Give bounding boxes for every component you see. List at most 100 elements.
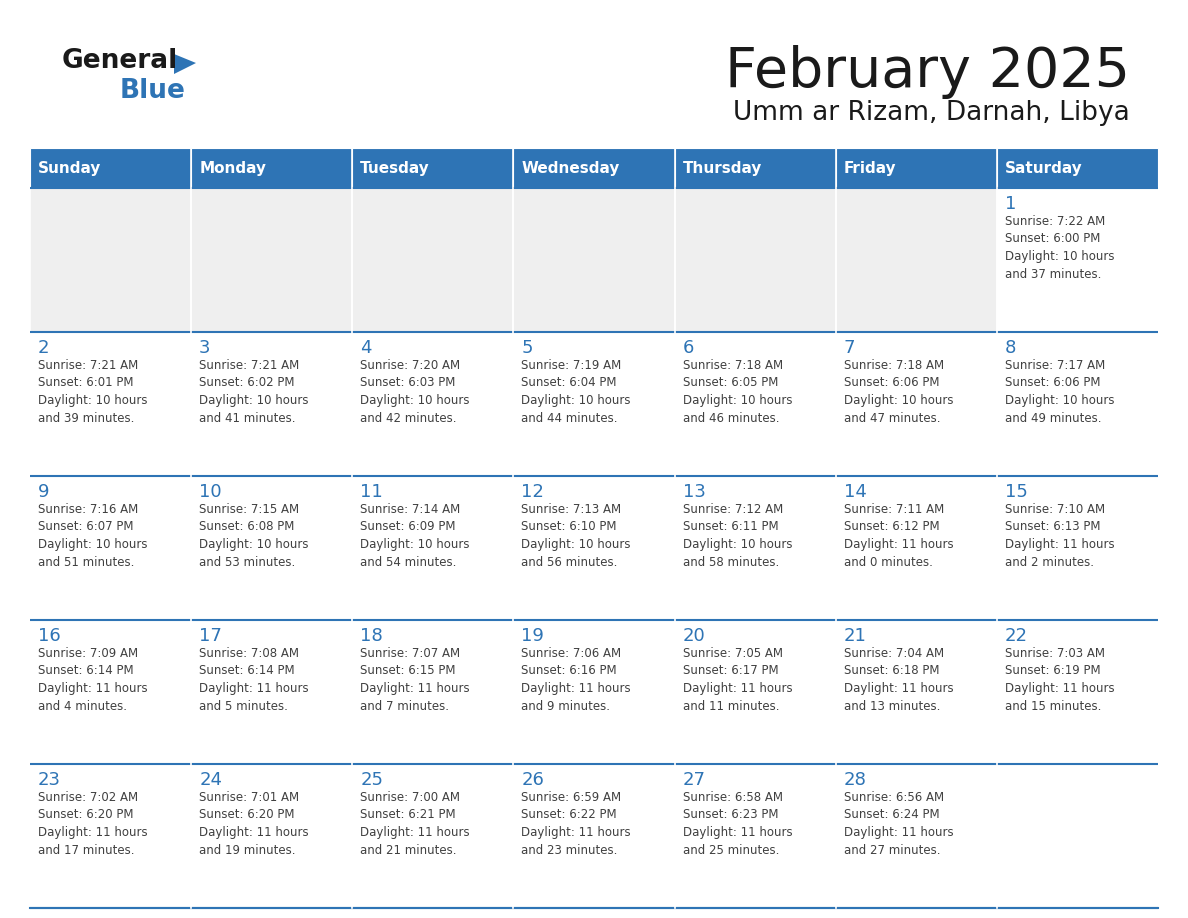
Text: 6: 6 <box>683 339 694 357</box>
Bar <box>513 188 675 332</box>
Bar <box>513 148 675 188</box>
Bar <box>353 764 513 908</box>
Bar <box>353 620 513 764</box>
Bar <box>513 764 675 908</box>
Bar <box>353 188 513 332</box>
Text: 10: 10 <box>200 483 222 501</box>
Text: Sunrise: 7:13 AM
Sunset: 6:10 PM
Daylight: 10 hours
and 56 minutes.: Sunrise: 7:13 AM Sunset: 6:10 PM Dayligh… <box>522 503 631 568</box>
Bar <box>191 764 353 908</box>
Bar <box>191 148 353 188</box>
Bar <box>353 476 513 620</box>
Text: Sunrise: 7:07 AM
Sunset: 6:15 PM
Daylight: 11 hours
and 7 minutes.: Sunrise: 7:07 AM Sunset: 6:15 PM Dayligh… <box>360 647 470 712</box>
Text: 7: 7 <box>843 339 855 357</box>
Text: Sunrise: 7:20 AM
Sunset: 6:03 PM
Daylight: 10 hours
and 42 minutes.: Sunrise: 7:20 AM Sunset: 6:03 PM Dayligh… <box>360 359 469 424</box>
Text: Sunrise: 7:15 AM
Sunset: 6:08 PM
Daylight: 10 hours
and 53 minutes.: Sunrise: 7:15 AM Sunset: 6:08 PM Dayligh… <box>200 503 309 568</box>
Text: Sunrise: 7:08 AM
Sunset: 6:14 PM
Daylight: 11 hours
and 5 minutes.: Sunrise: 7:08 AM Sunset: 6:14 PM Dayligh… <box>200 647 309 712</box>
Text: General: General <box>62 48 178 74</box>
Bar <box>191 620 353 764</box>
Bar <box>835 476 997 620</box>
Text: Sunrise: 7:02 AM
Sunset: 6:20 PM
Daylight: 11 hours
and 17 minutes.: Sunrise: 7:02 AM Sunset: 6:20 PM Dayligh… <box>38 791 147 856</box>
Text: Sunrise: 7:16 AM
Sunset: 6:07 PM
Daylight: 10 hours
and 51 minutes.: Sunrise: 7:16 AM Sunset: 6:07 PM Dayligh… <box>38 503 147 568</box>
Text: Sunrise: 7:03 AM
Sunset: 6:19 PM
Daylight: 11 hours
and 15 minutes.: Sunrise: 7:03 AM Sunset: 6:19 PM Dayligh… <box>1005 647 1114 712</box>
Bar <box>30 620 191 764</box>
Text: Sunrise: 7:10 AM
Sunset: 6:13 PM
Daylight: 11 hours
and 2 minutes.: Sunrise: 7:10 AM Sunset: 6:13 PM Dayligh… <box>1005 503 1114 568</box>
Text: Sunrise: 7:11 AM
Sunset: 6:12 PM
Daylight: 11 hours
and 0 minutes.: Sunrise: 7:11 AM Sunset: 6:12 PM Dayligh… <box>843 503 953 568</box>
Bar <box>675 620 835 764</box>
Text: 27: 27 <box>683 771 706 789</box>
Bar <box>675 332 835 476</box>
Bar <box>30 764 191 908</box>
Text: Sunrise: 6:59 AM
Sunset: 6:22 PM
Daylight: 11 hours
and 23 minutes.: Sunrise: 6:59 AM Sunset: 6:22 PM Dayligh… <box>522 791 631 856</box>
Bar <box>997 620 1158 764</box>
Text: Friday: Friday <box>843 161 896 175</box>
Text: 16: 16 <box>38 627 61 645</box>
Bar <box>30 332 191 476</box>
Text: 1: 1 <box>1005 195 1016 213</box>
Text: 11: 11 <box>360 483 383 501</box>
Text: 20: 20 <box>683 627 706 645</box>
Text: 17: 17 <box>200 627 222 645</box>
Text: February 2025: February 2025 <box>725 45 1130 99</box>
Bar <box>835 620 997 764</box>
Text: 28: 28 <box>843 771 866 789</box>
Text: Sunrise: 7:22 AM
Sunset: 6:00 PM
Daylight: 10 hours
and 37 minutes.: Sunrise: 7:22 AM Sunset: 6:00 PM Dayligh… <box>1005 215 1114 281</box>
Bar <box>30 476 191 620</box>
Text: 21: 21 <box>843 627 866 645</box>
Text: Sunrise: 7:18 AM
Sunset: 6:06 PM
Daylight: 10 hours
and 47 minutes.: Sunrise: 7:18 AM Sunset: 6:06 PM Dayligh… <box>843 359 953 424</box>
Text: Sunrise: 7:00 AM
Sunset: 6:21 PM
Daylight: 11 hours
and 21 minutes.: Sunrise: 7:00 AM Sunset: 6:21 PM Dayligh… <box>360 791 470 856</box>
Bar <box>353 148 513 188</box>
Text: 25: 25 <box>360 771 384 789</box>
Bar <box>835 188 997 332</box>
Text: 2: 2 <box>38 339 50 357</box>
Text: Sunrise: 6:56 AM
Sunset: 6:24 PM
Daylight: 11 hours
and 27 minutes.: Sunrise: 6:56 AM Sunset: 6:24 PM Dayligh… <box>843 791 953 856</box>
Text: Tuesday: Tuesday <box>360 161 430 175</box>
Text: 8: 8 <box>1005 339 1016 357</box>
Text: Sunrise: 7:21 AM
Sunset: 6:02 PM
Daylight: 10 hours
and 41 minutes.: Sunrise: 7:21 AM Sunset: 6:02 PM Dayligh… <box>200 359 309 424</box>
Text: Blue: Blue <box>120 78 185 104</box>
Text: Thursday: Thursday <box>683 161 762 175</box>
Text: Monday: Monday <box>200 161 266 175</box>
Text: 4: 4 <box>360 339 372 357</box>
Text: 22: 22 <box>1005 627 1028 645</box>
Text: Sunrise: 7:19 AM
Sunset: 6:04 PM
Daylight: 10 hours
and 44 minutes.: Sunrise: 7:19 AM Sunset: 6:04 PM Dayligh… <box>522 359 631 424</box>
Bar <box>835 148 997 188</box>
Bar <box>997 764 1158 908</box>
Text: Sunrise: 7:01 AM
Sunset: 6:20 PM
Daylight: 11 hours
and 19 minutes.: Sunrise: 7:01 AM Sunset: 6:20 PM Dayligh… <box>200 791 309 856</box>
Bar <box>191 476 353 620</box>
Bar <box>30 148 191 188</box>
Text: 19: 19 <box>522 627 544 645</box>
Text: 15: 15 <box>1005 483 1028 501</box>
Bar <box>353 332 513 476</box>
Text: Wednesday: Wednesday <box>522 161 620 175</box>
Text: Sunrise: 7:12 AM
Sunset: 6:11 PM
Daylight: 10 hours
and 58 minutes.: Sunrise: 7:12 AM Sunset: 6:11 PM Dayligh… <box>683 503 792 568</box>
Text: 9: 9 <box>38 483 50 501</box>
Text: 12: 12 <box>522 483 544 501</box>
Bar <box>997 188 1158 332</box>
Bar <box>513 476 675 620</box>
Text: 24: 24 <box>200 771 222 789</box>
Polygon shape <box>173 54 196 74</box>
Text: Sunday: Sunday <box>38 161 101 175</box>
Text: 5: 5 <box>522 339 533 357</box>
Bar <box>675 148 835 188</box>
Text: 3: 3 <box>200 339 210 357</box>
Text: Sunrise: 7:18 AM
Sunset: 6:05 PM
Daylight: 10 hours
and 46 minutes.: Sunrise: 7:18 AM Sunset: 6:05 PM Dayligh… <box>683 359 792 424</box>
Bar <box>191 332 353 476</box>
Text: Sunrise: 7:14 AM
Sunset: 6:09 PM
Daylight: 10 hours
and 54 minutes.: Sunrise: 7:14 AM Sunset: 6:09 PM Dayligh… <box>360 503 469 568</box>
Text: Sunrise: 7:09 AM
Sunset: 6:14 PM
Daylight: 11 hours
and 4 minutes.: Sunrise: 7:09 AM Sunset: 6:14 PM Dayligh… <box>38 647 147 712</box>
Text: Sunrise: 6:58 AM
Sunset: 6:23 PM
Daylight: 11 hours
and 25 minutes.: Sunrise: 6:58 AM Sunset: 6:23 PM Dayligh… <box>683 791 792 856</box>
Bar <box>997 148 1158 188</box>
Text: Sunrise: 7:06 AM
Sunset: 6:16 PM
Daylight: 11 hours
and 9 minutes.: Sunrise: 7:06 AM Sunset: 6:16 PM Dayligh… <box>522 647 631 712</box>
Text: 23: 23 <box>38 771 61 789</box>
Text: 26: 26 <box>522 771 544 789</box>
Bar <box>997 332 1158 476</box>
Bar <box>30 188 191 332</box>
Bar <box>997 476 1158 620</box>
Bar <box>191 188 353 332</box>
Text: Sunrise: 7:21 AM
Sunset: 6:01 PM
Daylight: 10 hours
and 39 minutes.: Sunrise: 7:21 AM Sunset: 6:01 PM Dayligh… <box>38 359 147 424</box>
Text: 13: 13 <box>683 483 706 501</box>
Bar <box>835 764 997 908</box>
Bar <box>675 476 835 620</box>
Text: 14: 14 <box>843 483 866 501</box>
Text: Sunrise: 7:17 AM
Sunset: 6:06 PM
Daylight: 10 hours
and 49 minutes.: Sunrise: 7:17 AM Sunset: 6:06 PM Dayligh… <box>1005 359 1114 424</box>
